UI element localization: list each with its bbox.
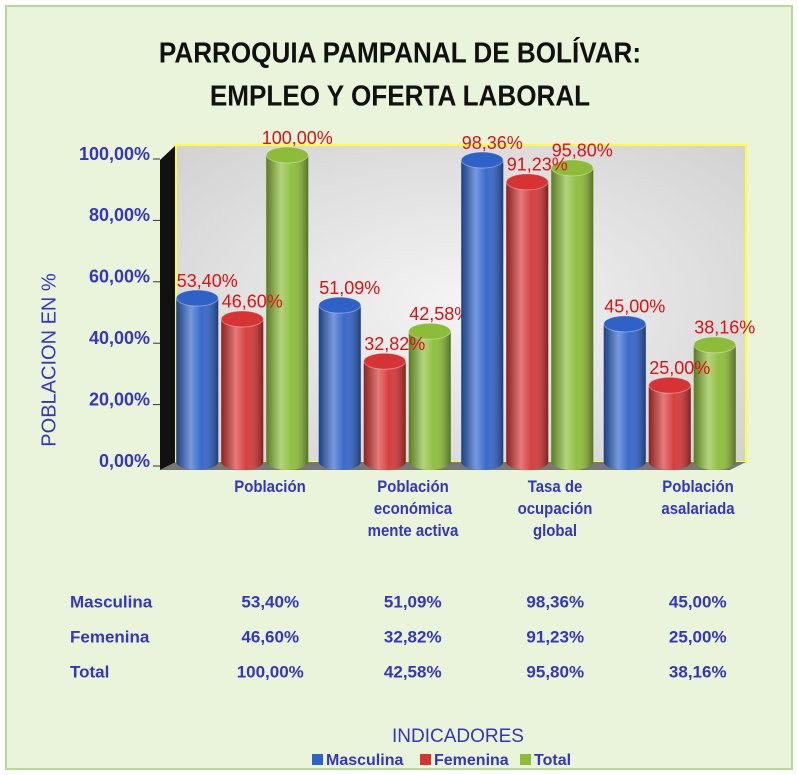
data-label: 53,40% [177,271,238,291]
table-cell: 42,58% [384,662,442,681]
y-tick-label: 40,00% [89,328,150,348]
legend-swatch [420,754,431,765]
bar-top [363,352,407,370]
bar-shade [176,298,219,470]
data-label: 38,16% [694,318,755,338]
chart-title: PARROQUIA PAMPANAL DE BOLÍVAR: [159,36,641,69]
bar-shade [693,344,736,470]
y-axis-label: POBLACION EN % [38,273,60,447]
table-cell: 98,36% [526,592,584,611]
y-tick-label: 60,00% [89,267,150,287]
bar-top [408,322,452,340]
bar-shade [363,361,406,470]
data-label: 32,82% [364,334,425,354]
bar-top [550,159,594,177]
bar-top [693,336,737,354]
data-label: 42,58% [409,304,470,324]
bar-top [265,146,309,164]
bar-shade [318,305,361,470]
y-tick-label: 20,00% [89,389,150,409]
legend-swatch [520,754,531,765]
table-cell: 100,00% [237,662,304,681]
bar-top [460,151,504,169]
x-tick-label: Población [234,477,306,496]
bar-shade [648,385,691,470]
table-cell: 51,09% [384,592,442,611]
x-tick-label: Población económica mente activa [367,477,459,540]
data-label: 95,80% [552,141,613,161]
bar-top [318,296,362,314]
table-cell: 53,40% [241,592,299,611]
data-label: 25,00% [649,358,710,378]
legend-swatch [312,754,323,765]
y-tick-label: 80,00% [89,205,150,225]
data-label: 98,36% [462,133,523,153]
bar-top [505,173,549,191]
table-cell: 32,82% [384,627,442,646]
table-cell: 45,00% [669,592,727,611]
bar-shade [266,155,309,470]
data-label: 45,00% [604,297,665,317]
bar-shade [603,323,646,470]
x-axis-label: INDICADORES [392,726,524,747]
bar-top [220,310,264,328]
bar-shade [551,167,594,471]
legend-label: Masculina [326,752,403,769]
data-label: 100,00% [262,128,333,148]
table-row-label: Masculina [70,592,153,611]
table-cell: 91,23% [526,627,584,646]
x-tick-label: Tasa de ocupación global [517,477,593,540]
legend-label: Total [534,752,571,769]
bar-shade [408,331,451,470]
bar-shade [221,318,264,470]
x-tick-label: Población asalariada [661,477,735,518]
chart-title: EMPLEO Y OFERTA LABORAL [210,79,590,112]
table-cell: 46,60% [241,627,299,646]
y-tick-label: 0,00% [99,451,150,471]
table-cell: 95,80% [526,662,584,681]
bar-top [175,289,219,307]
y-tick-label: 100,00% [79,144,150,164]
table-cell: 25,00% [669,627,727,646]
table-cell: 38,16% [669,662,727,681]
data-label: 46,60% [222,292,283,312]
legend-label: Femenina [434,752,509,769]
bar-top [603,315,647,333]
table-row-label: Total [70,662,109,681]
bar-shade [461,160,504,471]
data-label: 51,09% [319,278,380,298]
side-wall [160,145,176,470]
data-label: 91,23% [507,155,568,175]
bar-top [648,376,692,394]
table-row-label: Femenina [70,627,150,646]
bar-shade [506,181,549,471]
